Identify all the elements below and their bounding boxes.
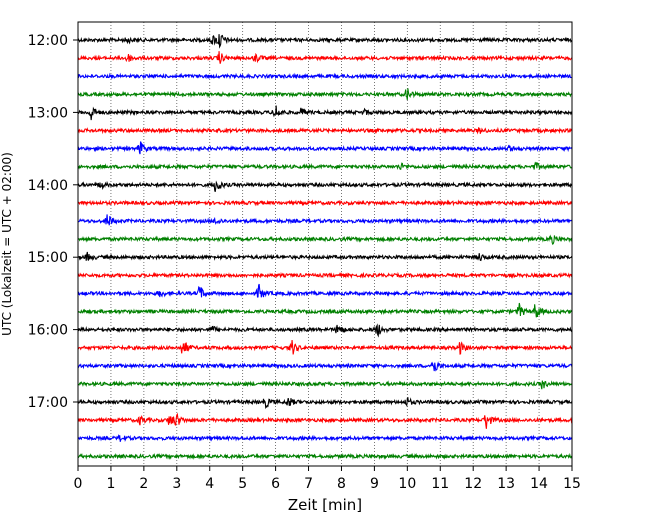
trace-row xyxy=(77,361,573,372)
x-tick-label: 5 xyxy=(238,476,247,492)
trace-row xyxy=(77,199,573,207)
y-tick-label: 14:00 xyxy=(28,178,68,194)
y-axis-label: UTC (Lokalzeit = UTC + 02:00) xyxy=(0,152,14,336)
x-tick-label: 0 xyxy=(74,476,83,492)
x-tick-label: 4 xyxy=(205,476,214,492)
x-tick-label: 6 xyxy=(271,476,280,492)
trace-row xyxy=(77,340,573,355)
trace-row xyxy=(77,34,573,49)
y-tick-label: 13:00 xyxy=(28,105,68,121)
trace-row xyxy=(77,323,573,338)
trace-row xyxy=(77,452,573,461)
x-tick-label: 10 xyxy=(398,476,416,492)
trace-row xyxy=(77,271,573,280)
y-tick-label: 15:00 xyxy=(28,250,68,266)
x-tick-label: 2 xyxy=(139,476,148,492)
vertical-grid xyxy=(110,22,540,466)
trace-row xyxy=(77,141,573,155)
y-tick-label: 16:00 xyxy=(28,323,68,339)
plot-frame xyxy=(77,21,573,467)
trace-row xyxy=(77,105,573,121)
trace-row xyxy=(77,234,573,246)
x-tick-label: 13 xyxy=(497,476,515,492)
trace-row xyxy=(77,161,573,171)
trace-row xyxy=(77,180,573,192)
trace-row xyxy=(77,214,573,226)
x-tick-label: 7 xyxy=(304,476,313,492)
x-tick-label: 9 xyxy=(370,476,379,492)
trace-row xyxy=(77,302,573,318)
trace-row xyxy=(77,380,573,390)
x-axis-ticks: 0 1 2 3 4 5 6 7 8 9 10 11 12 13 14 15 xyxy=(74,466,581,492)
y-tick-label: 17:00 xyxy=(28,395,68,411)
x-axis-label: Zeit [min] xyxy=(288,496,362,514)
x-tick-label: 12 xyxy=(464,476,482,492)
trace-row xyxy=(77,251,573,262)
seismic-traces xyxy=(77,34,573,461)
trace-row xyxy=(77,72,573,80)
x-tick-label: 15 xyxy=(563,476,581,492)
trace-row xyxy=(77,434,573,443)
trace-row xyxy=(77,51,573,64)
x-tick-label: 11 xyxy=(431,476,449,492)
trace-row xyxy=(77,396,573,410)
y-axis-ticks: 12:00 13:00 14:00 15:00 16:00 17:00 xyxy=(28,33,78,411)
trace-row xyxy=(77,412,573,429)
trace-row xyxy=(77,88,573,100)
trace-row xyxy=(77,126,573,135)
y-tick-label: 12:00 xyxy=(28,33,68,49)
x-tick-label: 8 xyxy=(337,476,346,492)
x-tick-label: 1 xyxy=(106,476,115,492)
trace-row xyxy=(77,283,573,298)
x-tick-label: 14 xyxy=(530,476,548,492)
x-tick-label: 3 xyxy=(172,476,181,492)
